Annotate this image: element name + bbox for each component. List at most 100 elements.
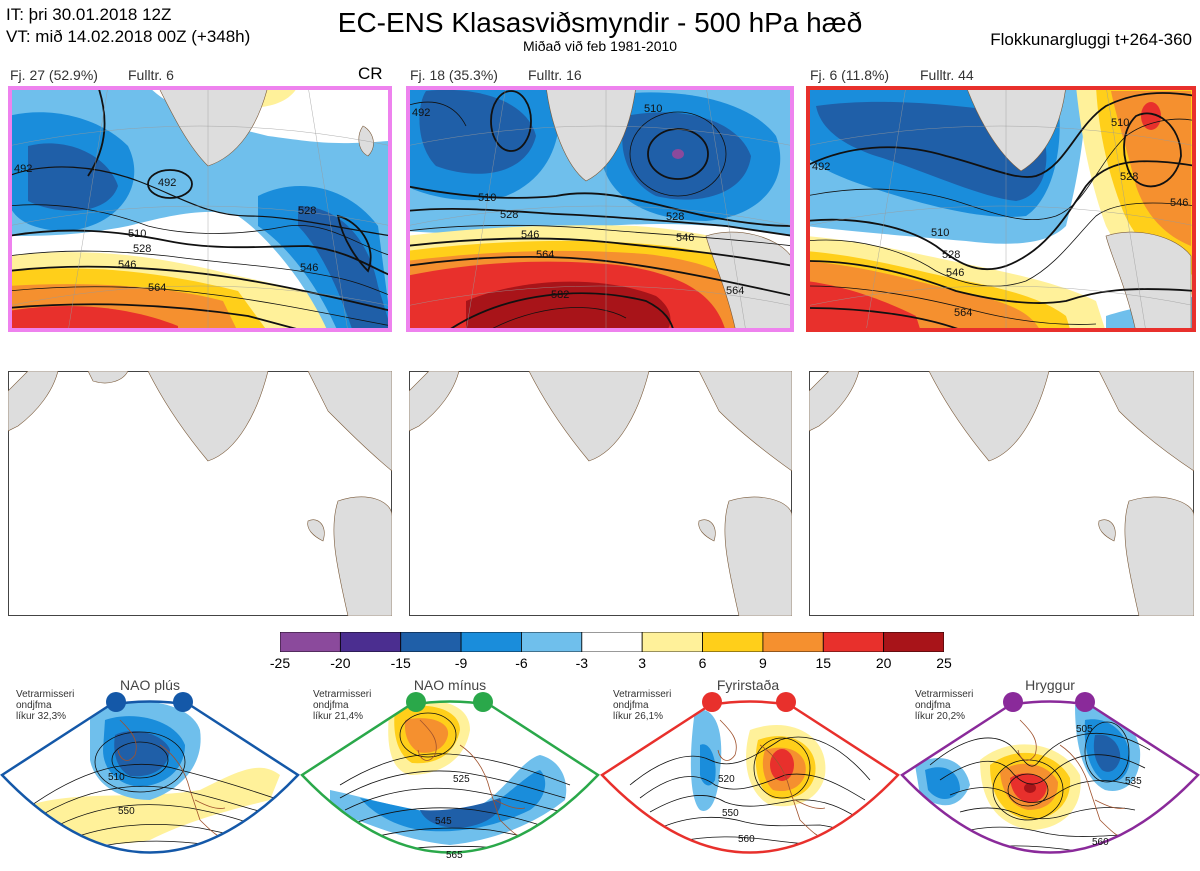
colorbar-tick-label: 20 bbox=[875, 655, 892, 671]
regime-2-info-3: líkur 21,4% bbox=[313, 711, 364, 722]
cluster-3-map: 492 510 528 546 564 510 528 546 bbox=[806, 86, 1196, 332]
colorbar-swatch bbox=[581, 631, 643, 653]
regime-3-dot-right bbox=[776, 692, 796, 712]
cluster-1-frame bbox=[8, 86, 392, 332]
regime-1-info: Vetrarmisseri ondjfma líkur 32,3% bbox=[16, 689, 74, 722]
colorbar-tick-label: 3 bbox=[638, 655, 647, 671]
regime-4-title: Hryggur bbox=[1025, 677, 1075, 693]
regime-3-outline bbox=[600, 700, 900, 854]
regime-4-info-1: Vetrarmisseri bbox=[915, 689, 974, 700]
r4-label-3: 560 bbox=[1092, 837, 1109, 848]
base-map-3 bbox=[809, 371, 1194, 616]
r4-label-2: 535 bbox=[1125, 776, 1142, 787]
regime-1-info-2: ondjfma bbox=[16, 700, 52, 711]
regime-3-info-3: líkur 26,1% bbox=[613, 711, 664, 722]
c2-label-7: 582 bbox=[551, 289, 569, 301]
c1-label-8: 546 bbox=[300, 262, 318, 274]
colorbar-tick-label: 25 bbox=[936, 655, 952, 671]
c3-label-8: 546 bbox=[1170, 197, 1188, 209]
c2-label-2: 510 bbox=[478, 192, 496, 204]
regime-3-info: Vetrarmisseri ondjfma líkur 26,1% bbox=[613, 689, 671, 722]
colorbar-tick-label: -25 bbox=[269, 655, 291, 671]
cluster-1-map: 492 492 510 528 546 564 528 546 bbox=[8, 86, 392, 332]
regime-1-dot-left bbox=[106, 692, 126, 712]
colorbar-tick-label: -9 bbox=[454, 655, 468, 671]
r2-label-2: 545 bbox=[435, 816, 452, 827]
c1-label-2: 492 bbox=[158, 177, 176, 189]
colorbar-tick-label: -3 bbox=[575, 655, 589, 671]
regime-2-info: Vetrarmisseri ondjfma líkur 21,4% bbox=[313, 689, 371, 722]
regime-3-sector: 520 550 560 bbox=[600, 690, 900, 871]
regime-3-title: Fyrirstaða bbox=[716, 677, 780, 693]
cluster-3-frame bbox=[806, 86, 1196, 332]
regime-4-sector: 505 535 560 bbox=[900, 690, 1200, 871]
colorbar-tick-label: 6 bbox=[698, 655, 707, 671]
cluster-3-fulltr: Fulltr. 44 bbox=[920, 67, 974, 83]
r2-label-3: 565 bbox=[446, 850, 463, 861]
regime-2-title: NAO mínus bbox=[413, 677, 487, 693]
c3-label-5: 564 bbox=[954, 307, 972, 319]
c3-label-6: 510 bbox=[1111, 117, 1129, 129]
c1-label-5: 546 bbox=[118, 259, 136, 271]
header-info: IT: þri 30.01.2018 12Z VT: mið 14.02.201… bbox=[6, 4, 250, 48]
r1-label-1: 510 bbox=[108, 772, 125, 783]
regime-4-dot-right bbox=[1075, 692, 1095, 712]
regime-1-title: NAO plús bbox=[120, 677, 180, 693]
regime-4-info-3: líkur 20,2% bbox=[915, 711, 966, 722]
colorbar-swatch bbox=[339, 631, 402, 653]
c2-label-4: 528 bbox=[500, 209, 518, 221]
base-map-1 bbox=[8, 371, 392, 616]
c1-label-1: 492 bbox=[14, 163, 32, 175]
r1-label-2: 550 bbox=[118, 806, 135, 817]
regime-1-info-1: Vetrarmisseri bbox=[16, 689, 75, 700]
colorbar-swatch bbox=[521, 631, 583, 653]
colorbar-swatch bbox=[460, 631, 522, 653]
r3-label-2: 550 bbox=[722, 808, 739, 819]
c3-label-2: 510 bbox=[931, 227, 949, 239]
c3-label-3: 528 bbox=[942, 249, 960, 261]
colorbar-swatch bbox=[762, 631, 824, 653]
colorbar-tick-label: 9 bbox=[759, 655, 767, 671]
regime-4-info: Vetrarmisseri ondjfma líkur 20,2% bbox=[915, 689, 973, 722]
regime-2-sector: 525 545 565 bbox=[300, 690, 600, 871]
colorbar-swatch bbox=[702, 631, 764, 653]
window-label: Flokkunargluggi t+264-360 bbox=[990, 30, 1192, 49]
regime-1-dot-right bbox=[173, 692, 193, 712]
base-map-2 bbox=[409, 371, 792, 616]
c2-label-10: 564 bbox=[726, 285, 744, 297]
regime-4-info-2: ondjfma bbox=[915, 700, 951, 711]
cluster-1-label: Fj. 27 (52.9%) bbox=[10, 67, 98, 83]
c1-label-7: 528 bbox=[133, 243, 151, 255]
c1-label-4: 528 bbox=[298, 205, 316, 217]
cluster-3-label: Fj. 6 (11.8%) bbox=[810, 67, 890, 83]
cluster-1-fulltr: Fulltr. 6 bbox=[128, 67, 174, 83]
r2-label-1: 525 bbox=[453, 774, 470, 785]
colorbar-tick-label: -20 bbox=[330, 655, 351, 671]
regime-2-dot-right bbox=[473, 692, 493, 712]
c3-label-1: 492 bbox=[812, 161, 830, 173]
c2-label-9: 546 bbox=[676, 232, 694, 244]
c2-label-5: 546 bbox=[521, 229, 539, 241]
c1-label-6: 564 bbox=[148, 282, 166, 294]
colorbar-swatch bbox=[822, 631, 885, 653]
c2-label-3: 510 bbox=[644, 103, 662, 115]
regime-2-outline bbox=[300, 700, 600, 854]
cluster-1-tag: CR bbox=[358, 64, 383, 83]
regime-4-dot-left bbox=[1003, 692, 1023, 712]
regime-1-sector: 510 550 bbox=[0, 690, 300, 871]
cluster-2-label: Fj. 18 (35.3%) bbox=[410, 67, 498, 83]
colorbar-tick-label: 15 bbox=[815, 655, 832, 671]
page-title: EC-ENS Klasasviðsmyndir - 500 hPa hæð bbox=[337, 7, 863, 38]
regime-3-info-2: ondjfma bbox=[613, 700, 649, 711]
colorbar-tick-label: -6 bbox=[515, 655, 528, 671]
regime-1-info-3: líkur 32,3% bbox=[16, 711, 67, 722]
colorbar-swatch bbox=[883, 631, 945, 653]
c3-label-7: 528 bbox=[1120, 171, 1138, 183]
colorbar bbox=[279, 631, 945, 657]
colorbar-swatch bbox=[279, 631, 341, 653]
c1-label-3: 510 bbox=[128, 228, 146, 240]
cluster-2-frame bbox=[406, 86, 794, 332]
it-line: IT: þri 30.01.2018 12Z bbox=[6, 5, 172, 24]
c2-label-8: 528 bbox=[666, 211, 684, 223]
r3-label-3: 560 bbox=[738, 834, 755, 845]
